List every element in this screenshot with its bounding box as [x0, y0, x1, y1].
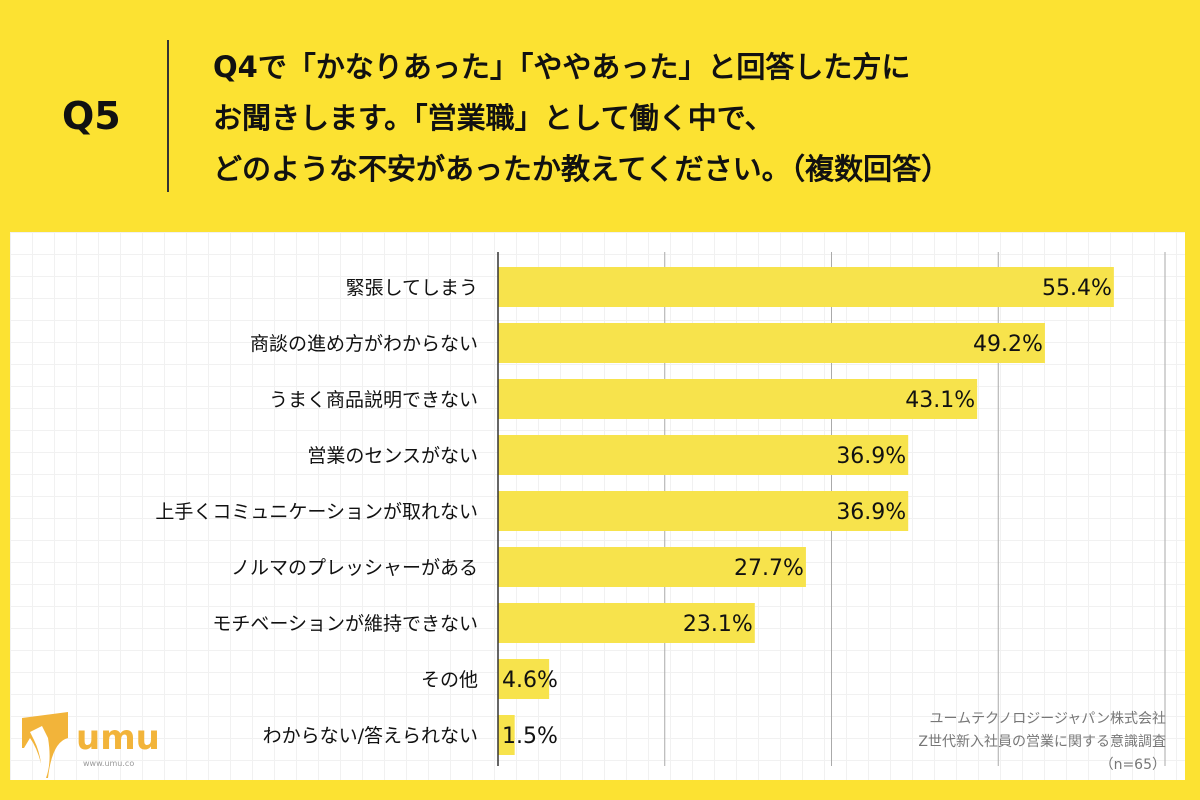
bar: [498, 715, 515, 755]
title-line: お聞きします。「営業職」として働く中で、: [213, 101, 774, 135]
value-label: 1.5%: [502, 724, 558, 749]
category-label: モチベーションが維持できない: [212, 613, 478, 635]
value-label: 4.6%: [502, 668, 558, 693]
category-label: 営業のセンスがない: [307, 445, 478, 467]
value-label: 55.4%: [1042, 276, 1112, 301]
source-company: ユームテクノロジージャパン株式会社: [929, 711, 1166, 727]
category-label: 緊張してしまう: [346, 277, 478, 299]
bar: [498, 435, 909, 475]
value-label: 49.2%: [973, 332, 1043, 357]
value-label: 36.9%: [836, 444, 906, 469]
bar: [498, 547, 806, 587]
value-label: 36.9%: [836, 500, 906, 525]
source-n: （n=65）: [1099, 757, 1166, 773]
source-survey: Z世代新入社員の営業に関する意識調査: [918, 734, 1166, 750]
category-label: 上手くコミュニケーションが取れない: [155, 501, 478, 523]
category-label: その他: [421, 669, 478, 691]
value-label: 43.1%: [905, 388, 975, 413]
divider: [167, 40, 169, 192]
title-line: どのような不安があったか教えてください。（複数回答）: [213, 152, 951, 186]
giraffe-logo-icon: [22, 712, 68, 778]
category-label: 商談の進め方がわからない: [250, 333, 478, 355]
logo-url: www.umu.co: [83, 759, 135, 768]
bar: [498, 267, 1114, 307]
category-label: うまく商品説明できない: [269, 389, 478, 411]
title-line: Q4で「かなりあった」「ややあった」と回答した方に: [213, 50, 911, 84]
value-label: 23.1%: [683, 612, 753, 637]
bar: [498, 323, 1045, 363]
value-label: 27.7%: [734, 556, 804, 581]
bar: [498, 659, 550, 699]
bar: [498, 379, 978, 419]
question-number: Q5: [62, 94, 121, 138]
category-label: ノルマのプレッシャーがある: [231, 557, 478, 579]
bar: [498, 603, 755, 643]
source-note: ユームテクノロジージャパン株式会社 Z世代新入社員の営業に関する意識調査 （n=…: [918, 708, 1166, 777]
logo-text: umu: [76, 718, 160, 758]
category-label: わからない/答えられない: [263, 725, 478, 747]
question-title: Q4で「かなりあった」「ややあった」と回答した方に お聞きします。「営業職」とし…: [213, 42, 1173, 195]
bar: [498, 491, 909, 531]
